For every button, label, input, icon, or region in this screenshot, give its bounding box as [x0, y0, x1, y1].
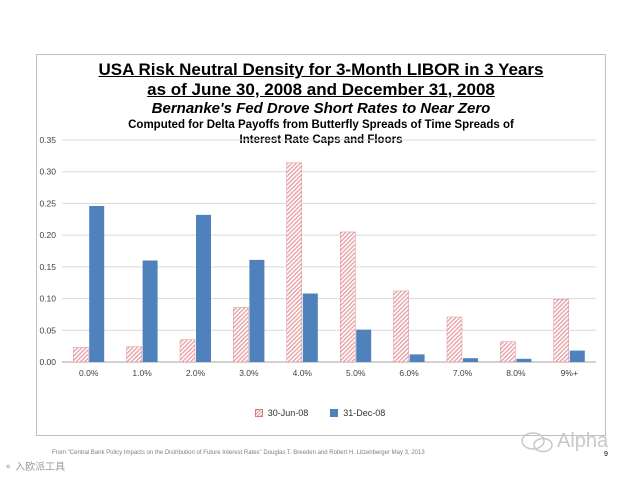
- x-tick-label: 5.0%: [346, 368, 366, 378]
- bar-dec-5: [356, 329, 372, 362]
- y-tick-label: 0.25: [39, 198, 56, 208]
- x-tick-label: 6.0%: [399, 368, 419, 378]
- bar-jun-2: [179, 339, 196, 363]
- bar-jun-3: [233, 307, 249, 363]
- chart-title-line-2: as of June 30, 2008 and December 31, 200…: [147, 80, 495, 99]
- legend-swatch-jun: [254, 409, 263, 417]
- chart-subtitle: Bernanke's Fed Drove Short Rates to Near…: [151, 100, 491, 117]
- bar-jun-6: [393, 290, 409, 363]
- watermark-right-text: Alpha: [557, 430, 609, 452]
- chart-legend: 30-Jun-08 31-Dec-08: [0, 408, 640, 418]
- bar-dec-9: [569, 350, 585, 362]
- bar-dec-3: [249, 259, 265, 362]
- y-tick-label: 0.05: [39, 325, 56, 335]
- y-tick-label: 0.15: [39, 262, 56, 272]
- source-citation: From "Central Bank Policy Impacts on the…: [52, 450, 425, 456]
- watermark-wechat-icon: ⚬: [4, 462, 13, 473]
- x-tick-label: 0.0%: [79, 368, 99, 378]
- legend-item-jun: 30-Jun-08: [254, 408, 309, 418]
- bar-jun-8: [500, 341, 516, 363]
- x-tick-label: 1.0%: [132, 368, 152, 378]
- bar-dec-7: [463, 358, 478, 362]
- legend-swatch-dec: [330, 409, 339, 417]
- x-tick-label: 2.0%: [186, 368, 206, 378]
- y-tick-label: 0.35: [39, 135, 56, 145]
- legend-item-dec: 31-Dec-08: [330, 408, 385, 418]
- page-number: 9: [604, 451, 608, 458]
- watermark-right: Alpha: [520, 430, 608, 453]
- x-tick-label: 7.0%: [453, 368, 473, 378]
- watermark-left-text: 入欧派工具: [15, 462, 66, 473]
- bar-jun-5: [340, 231, 356, 363]
- y-tick-label: 0.10: [39, 294, 56, 304]
- x-tick-label: 3.0%: [239, 368, 259, 378]
- x-tick-label: 4.0%: [293, 368, 313, 378]
- bar-jun-4: [286, 162, 302, 363]
- bar-dec-1: [142, 260, 158, 362]
- bar-dec-2: [196, 214, 211, 362]
- bar-jun-0: [72, 347, 89, 363]
- bar-dec-4: [302, 293, 318, 362]
- chart-title-line-1: USA Risk Neutral Density for 3-Month LIB…: [98, 60, 544, 79]
- x-tick-label: 8.0%: [506, 368, 526, 378]
- chart-caption-line-1: Computed for Delta Payoffs from Butterfl…: [128, 119, 514, 131]
- bar-dec-0: [89, 205, 105, 362]
- bar-dec-8: [516, 358, 532, 362]
- y-tick-label: 0.30: [39, 167, 56, 177]
- legend-label-dec: 31-Dec-08: [343, 408, 386, 418]
- y-tick-label: 0.00: [39, 357, 56, 367]
- bar-jun-7: [446, 316, 463, 363]
- legend-label-jun: 30-Jun-08: [267, 408, 309, 418]
- watermark-chat-icon: [521, 431, 553, 452]
- chart-frame: [36, 54, 606, 436]
- bar-jun-1: [126, 346, 142, 363]
- bar-jun-9: [553, 299, 569, 363]
- x-tick-label: 9%+: [561, 368, 578, 378]
- watermark-left: ⚬ 入欧派工具: [4, 458, 65, 473]
- y-tick-label: 0.20: [39, 230, 56, 240]
- bar-dec-6: [409, 354, 425, 362]
